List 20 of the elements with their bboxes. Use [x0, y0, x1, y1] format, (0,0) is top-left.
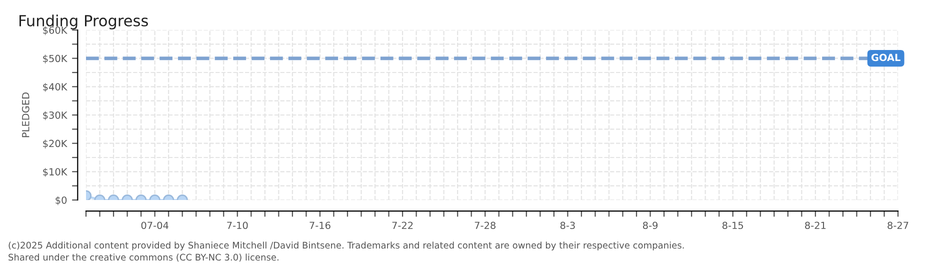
x-tick-label: 8-3 — [560, 222, 575, 230]
x-tick-label: 7-22 — [392, 222, 413, 229]
y-axis-title: PLEDGED — [22, 92, 30, 138]
x-tick-label: 8-15 — [722, 222, 744, 230]
x-tick-label: 8-27 — [888, 222, 908, 230]
ref-line-label: GOAL — [871, 54, 900, 62]
x-tick-label: 07-04 — [141, 222, 168, 230]
x-tick-label: 8-21 — [805, 222, 826, 230]
y-tick-label: $10K — [43, 168, 68, 177]
y-tick-label: $50K — [43, 54, 68, 64]
x-tick-label: 7-28 — [474, 222, 496, 230]
text: (c)2025 Additional content provided by Shaniece Mitchell /David Bintsene. Trademarks and related content are owned by their respective companies. — [8, 242, 684, 250]
x-tick-label: 7-16 — [310, 222, 330, 230]
y-tick-label: $20K — [43, 140, 68, 148]
x-tick-label: 7-10 — [227, 222, 248, 230]
y-tick-label: $40K — [43, 82, 68, 92]
y-tick-label: $30K — [43, 111, 68, 120]
text: Shared under the creative commons (CC BY-NC 3.0) license. — [8, 254, 278, 262]
y-tick-label: $0 — [56, 196, 67, 206]
x-tick-label: 8-9 — [642, 222, 658, 230]
